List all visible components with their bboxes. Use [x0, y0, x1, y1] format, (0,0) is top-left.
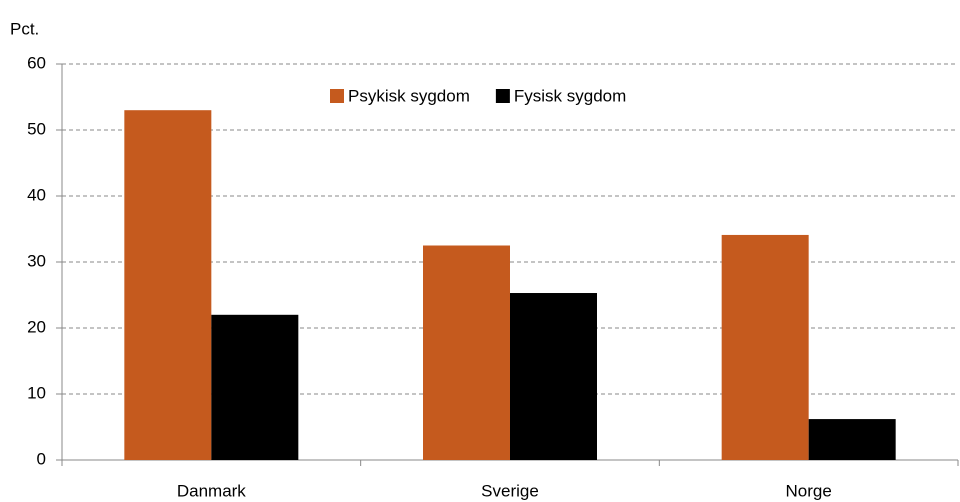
- legend-label: Fysisk sygdom: [514, 86, 626, 105]
- bar: [808, 419, 896, 460]
- legend-swatch: [495, 89, 510, 103]
- x-tick-label: Sverige: [481, 481, 539, 500]
- y-tick-label: 50: [27, 119, 46, 138]
- x-tick-label: Danmark: [177, 481, 246, 500]
- y-tick-label: 40: [27, 185, 46, 204]
- bar: [124, 110, 212, 460]
- bar: [211, 314, 299, 460]
- bar: [721, 234, 809, 460]
- y-tick-label: 0: [37, 449, 46, 468]
- y-tick-label: 60: [27, 53, 46, 72]
- legend-swatch: [330, 89, 344, 103]
- y-tick-label: 30: [27, 251, 46, 270]
- y-tick-label: 20: [27, 317, 46, 336]
- y-tick-label: 10: [27, 383, 46, 402]
- legend-label: Psykisk sygdom: [348, 86, 470, 105]
- x-tick-label: Norge: [786, 481, 832, 500]
- bar: [423, 245, 510, 460]
- bar: [510, 293, 597, 460]
- y-axis-label: Pct.: [10, 19, 39, 38]
